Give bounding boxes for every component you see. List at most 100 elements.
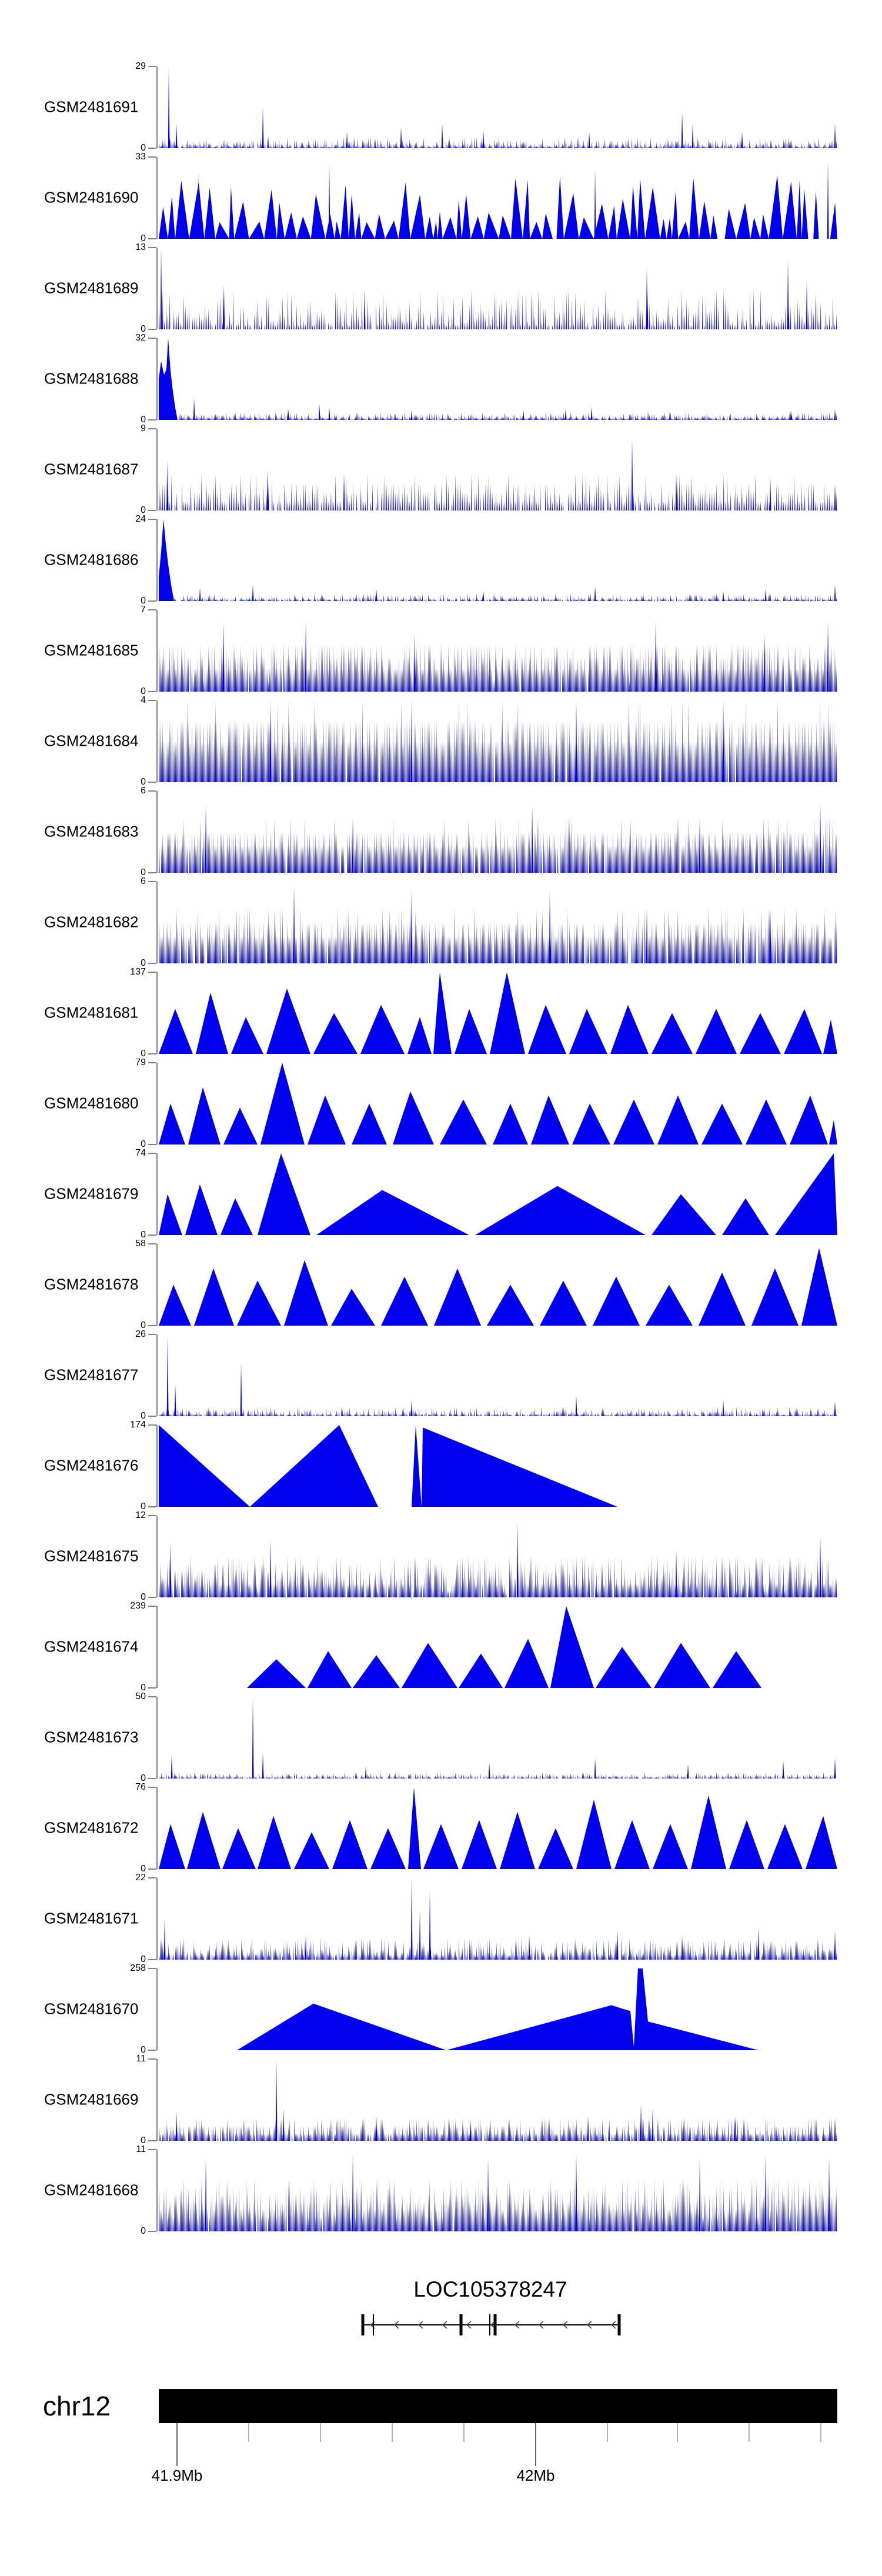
- axis-tick-bottom: [148, 2050, 156, 2051]
- track-y-axis: [156, 700, 158, 782]
- track-label: GSM2481671: [44, 1908, 139, 1927]
- track-row: GSM2481668 11 0: [0, 2145, 882, 2236]
- track-ymax-label: 33: [135, 152, 146, 162]
- axis-tick-bottom: [148, 691, 156, 692]
- track-ymax-label: 13: [135, 242, 146, 252]
- track-y-axis: [156, 1334, 158, 1416]
- axis-tick-bottom: [148, 1416, 156, 1417]
- coverage-plot: [159, 700, 837, 782]
- track-y0-label: 0: [141, 1049, 146, 1059]
- axis-tick-bottom: [148, 1959, 156, 1960]
- track-row: GSM2481689 13 0: [0, 243, 882, 334]
- track-label: GSM2481690: [44, 188, 139, 206]
- track-ymax-label: 6: [141, 876, 146, 886]
- track-ymax-label: 32: [135, 333, 146, 343]
- coverage-area: [159, 1522, 837, 1597]
- track-y0-label: 0: [141, 686, 146, 696]
- track-y-axis: [156, 429, 158, 510]
- gene-exon: [373, 2314, 374, 2335]
- strand-arrow-icon: [538, 2321, 544, 2329]
- axis-tick-bottom: [148, 1325, 156, 1326]
- coverage-plot: [159, 805, 837, 873]
- track-row: GSM2481688 32 0: [0, 333, 882, 425]
- track-y-axis: [156, 1153, 158, 1235]
- track-row: GSM2481676 174 0: [0, 1420, 882, 1511]
- track-row: GSM2481690 33 0: [0, 152, 882, 243]
- track-ymax-label: 11: [136, 2054, 146, 2064]
- track-y0-label: 0: [141, 2135, 146, 2145]
- axis-tick-top: [148, 156, 156, 158]
- track-y-axis: [156, 882, 158, 963]
- coverage-area: [159, 66, 837, 148]
- track-row: GSM2481681 137 0: [0, 967, 882, 1059]
- track-row: GSM2481680 79 0: [0, 1058, 882, 1149]
- axis-tick-bottom: [148, 1687, 156, 1689]
- track-y0-label: 0: [141, 1954, 146, 1964]
- track-ymax-label: 174: [130, 1420, 146, 1430]
- track-label: GSM2481674: [44, 1637, 139, 1655]
- axis-tick-top: [148, 519, 156, 520]
- gene-name-label: LOC105378247: [413, 2277, 567, 2301]
- chromosome-label: chr12: [43, 2391, 111, 2421]
- track-ymax-label: 6: [141, 786, 146, 796]
- axis-tick-bottom: [148, 782, 156, 783]
- track-label: GSM2481679: [44, 1184, 139, 1202]
- track-label: GSM2481672: [44, 1818, 139, 1836]
- track-row: GSM2481672 76 0: [0, 1783, 882, 1874]
- axis-tick-top: [148, 428, 156, 429]
- track-y0-label: 0: [141, 1773, 146, 1783]
- track-label: GSM2481688: [44, 369, 139, 387]
- axis-tick-bottom: [148, 963, 156, 964]
- axis-tick-top: [148, 247, 156, 248]
- track-y-axis: [156, 1606, 158, 1688]
- gene-exon: [459, 2314, 463, 2335]
- gene-exon: [361, 2314, 365, 2335]
- track-y-axis: [156, 1063, 158, 1144]
- track-y-axis: [156, 1244, 158, 1326]
- track-y-axis: [156, 157, 158, 239]
- track-y-axis: [156, 519, 158, 601]
- track-row: GSM2481685 7 0: [0, 605, 882, 696]
- axis-tick-top: [148, 2149, 156, 2150]
- track-row: GSM2481684 4 0: [0, 696, 882, 787]
- axis-tick-bottom: [148, 1868, 156, 1870]
- coverage-area: [159, 700, 837, 782]
- coverage-plot: [159, 1248, 837, 1326]
- axis-tick-bottom: [148, 329, 156, 330]
- coverage-plot: [159, 1425, 617, 1507]
- coverage-area: [159, 1878, 837, 1960]
- coverage-area: [247, 1606, 761, 1688]
- axis-tick-bottom: [148, 872, 156, 873]
- coverage-area: [159, 2154, 837, 2231]
- axis-tick-top: [148, 2058, 156, 2060]
- ruler-tick-label: 42Mb: [516, 2467, 555, 2484]
- track-y-axis: [156, 338, 158, 420]
- axis-tick-top: [148, 609, 156, 610]
- coverage-plot: [159, 66, 837, 148]
- track-y0-label: 0: [141, 1320, 146, 1330]
- track-ymax-label: 74: [135, 1148, 146, 1158]
- coverage-area: [159, 1153, 837, 1235]
- coverage-area: [159, 621, 837, 692]
- axis-tick-top: [148, 1153, 156, 1154]
- track-ymax-label: 76: [135, 1782, 146, 1792]
- axis-tick-bottom: [148, 1053, 156, 1055]
- axis-tick-top: [148, 881, 156, 882]
- axis-tick-top: [148, 972, 156, 973]
- track-y0-label: 0: [141, 1592, 146, 1602]
- track-y-axis: [156, 1425, 158, 1507]
- axis-tick-top: [148, 1515, 156, 1516]
- gene-exon: [493, 2314, 497, 2335]
- track-y0-label: 0: [141, 1230, 146, 1240]
- axis-tick-bottom: [148, 419, 156, 421]
- axis-tick-bottom: [148, 1778, 156, 1779]
- strand-arrow-icon: [610, 2321, 616, 2329]
- track-y0-label: 0: [141, 324, 146, 334]
- track-ymax-label: 22: [135, 1873, 146, 1883]
- axis-tick-top: [148, 66, 156, 67]
- track-ymax-label: 7: [141, 605, 146, 615]
- track-label: GSM2481675: [44, 1546, 139, 1564]
- track-y-axis: [156, 791, 158, 873]
- axis-tick-bottom: [148, 1144, 156, 1145]
- axis-tick-top: [148, 1424, 156, 1426]
